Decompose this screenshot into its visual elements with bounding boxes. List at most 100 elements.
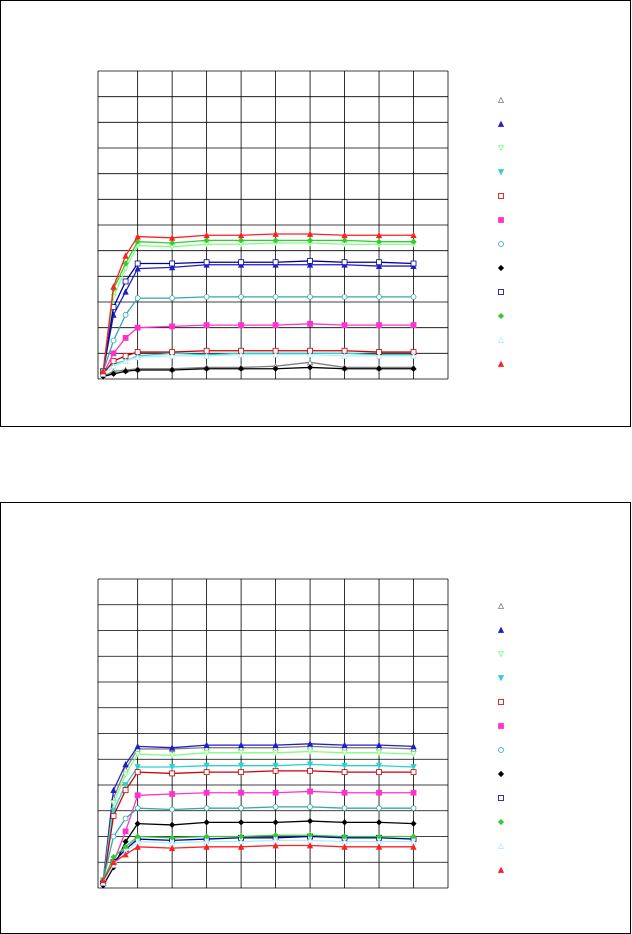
marker bbox=[307, 364, 314, 371]
marker bbox=[272, 803, 279, 810]
legend-marker bbox=[497, 770, 505, 778]
marker bbox=[168, 764, 176, 771]
chart-frame bbox=[0, 502, 631, 934]
marker bbox=[122, 787, 129, 794]
marker bbox=[168, 752, 176, 759]
marker bbox=[203, 259, 210, 266]
marker bbox=[110, 807, 117, 815]
marker bbox=[410, 352, 417, 359]
marker bbox=[375, 238, 383, 245]
marker bbox=[410, 843, 417, 850]
marker bbox=[110, 858, 117, 866]
marker bbox=[272, 365, 279, 372]
marker bbox=[134, 233, 141, 240]
series-line bbox=[102, 743, 414, 881]
marker bbox=[410, 742, 417, 750]
series-line bbox=[102, 361, 414, 378]
marker bbox=[203, 293, 210, 300]
marker bbox=[410, 293, 417, 300]
marker bbox=[341, 819, 348, 826]
marker bbox=[307, 293, 313, 300]
marker bbox=[238, 237, 245, 244]
legend-marker bbox=[498, 723, 504, 729]
marker bbox=[110, 812, 117, 819]
marker bbox=[134, 265, 141, 272]
marker bbox=[238, 789, 245, 796]
marker bbox=[100, 367, 107, 375]
marker bbox=[341, 843, 348, 850]
marker bbox=[168, 744, 176, 751]
marker bbox=[110, 786, 117, 794]
marker bbox=[238, 293, 245, 300]
legend-marker bbox=[498, 193, 504, 199]
marker bbox=[306, 761, 314, 768]
marker bbox=[307, 817, 314, 825]
marker bbox=[110, 800, 117, 807]
series-line bbox=[102, 820, 414, 886]
marker bbox=[110, 833, 117, 840]
marker bbox=[238, 769, 245, 776]
chart-frame bbox=[0, 0, 631, 427]
marker bbox=[122, 782, 129, 789]
marker bbox=[341, 789, 348, 796]
marker bbox=[168, 263, 176, 271]
marker bbox=[134, 238, 141, 245]
marker bbox=[410, 764, 417, 771]
marker bbox=[410, 365, 417, 372]
marker bbox=[122, 851, 129, 858]
marker bbox=[272, 230, 279, 237]
marker bbox=[169, 821, 176, 828]
marker bbox=[237, 351, 245, 358]
marker bbox=[237, 231, 245, 239]
marker bbox=[376, 805, 382, 812]
marker bbox=[169, 323, 176, 330]
marker bbox=[238, 259, 245, 266]
marker bbox=[134, 324, 141, 331]
marker bbox=[272, 767, 279, 774]
legend-marker bbox=[498, 747, 504, 753]
marker bbox=[272, 762, 279, 770]
marker bbox=[341, 259, 348, 266]
legend-marker bbox=[497, 169, 505, 176]
legend-marker bbox=[498, 289, 504, 295]
marker bbox=[203, 805, 210, 812]
marker bbox=[272, 842, 279, 849]
marker bbox=[375, 365, 383, 372]
marker bbox=[122, 357, 129, 364]
legend-marker bbox=[497, 602, 505, 609]
marker bbox=[237, 843, 245, 850]
marker bbox=[410, 322, 417, 329]
legend-marker bbox=[497, 264, 505, 272]
legend-marker bbox=[497, 336, 505, 343]
marker bbox=[272, 237, 279, 244]
marker bbox=[122, 815, 129, 822]
marker bbox=[341, 293, 348, 300]
marker bbox=[307, 258, 313, 264]
legend-marker bbox=[498, 795, 504, 801]
series-line bbox=[102, 353, 414, 375]
legend-marker bbox=[497, 866, 505, 873]
marker bbox=[169, 260, 176, 267]
series-line bbox=[102, 834, 414, 881]
marker bbox=[341, 769, 348, 776]
marker bbox=[410, 260, 417, 267]
marker bbox=[376, 293, 382, 300]
marker bbox=[122, 260, 129, 267]
marker bbox=[203, 843, 210, 850]
marker bbox=[376, 789, 382, 796]
marker bbox=[110, 337, 117, 344]
marker bbox=[341, 237, 348, 244]
marker bbox=[110, 283, 117, 290]
marker bbox=[272, 259, 279, 266]
legend-marker bbox=[497, 818, 505, 826]
marker bbox=[203, 789, 210, 796]
marker bbox=[341, 749, 348, 757]
marker bbox=[203, 769, 210, 776]
marker bbox=[169, 366, 176, 374]
marker bbox=[307, 803, 313, 810]
legend-marker bbox=[497, 145, 505, 152]
marker bbox=[134, 805, 141, 812]
marker bbox=[237, 762, 245, 770]
marker bbox=[203, 237, 210, 244]
marker bbox=[410, 769, 417, 776]
